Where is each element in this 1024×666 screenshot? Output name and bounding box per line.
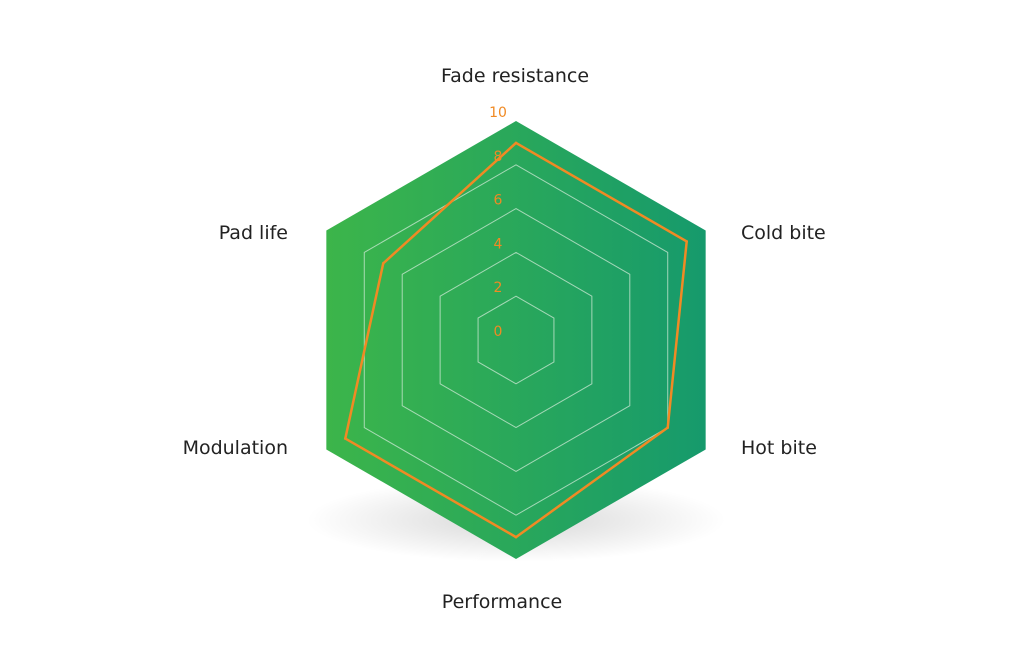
axis-label: Fade resistance (441, 65, 589, 87)
grid-ring (401, 208, 631, 472)
data-point (514, 141, 518, 145)
data-point (381, 262, 385, 265)
data-point (344, 437, 347, 440)
tick-label: 2 (494, 280, 503, 296)
axis-label: Hot bite (741, 437, 817, 459)
grid-ring (477, 295, 555, 385)
axis-label: Modulation (183, 437, 288, 459)
data-point (685, 240, 688, 243)
axis-label: Pad life (219, 222, 288, 244)
tick-label: 0 (494, 324, 503, 340)
tick-label: 10 (489, 105, 507, 121)
tick-label: 8 (494, 149, 503, 165)
axis-label: Cold bite (741, 222, 826, 244)
axis-label: Performance (442, 591, 562, 613)
tick-label: 6 (494, 193, 503, 209)
tick-label: 4 (494, 236, 503, 252)
data-point (666, 426, 670, 429)
grid-ring (363, 164, 669, 516)
data-point (514, 535, 518, 539)
grid-ring (439, 251, 593, 429)
